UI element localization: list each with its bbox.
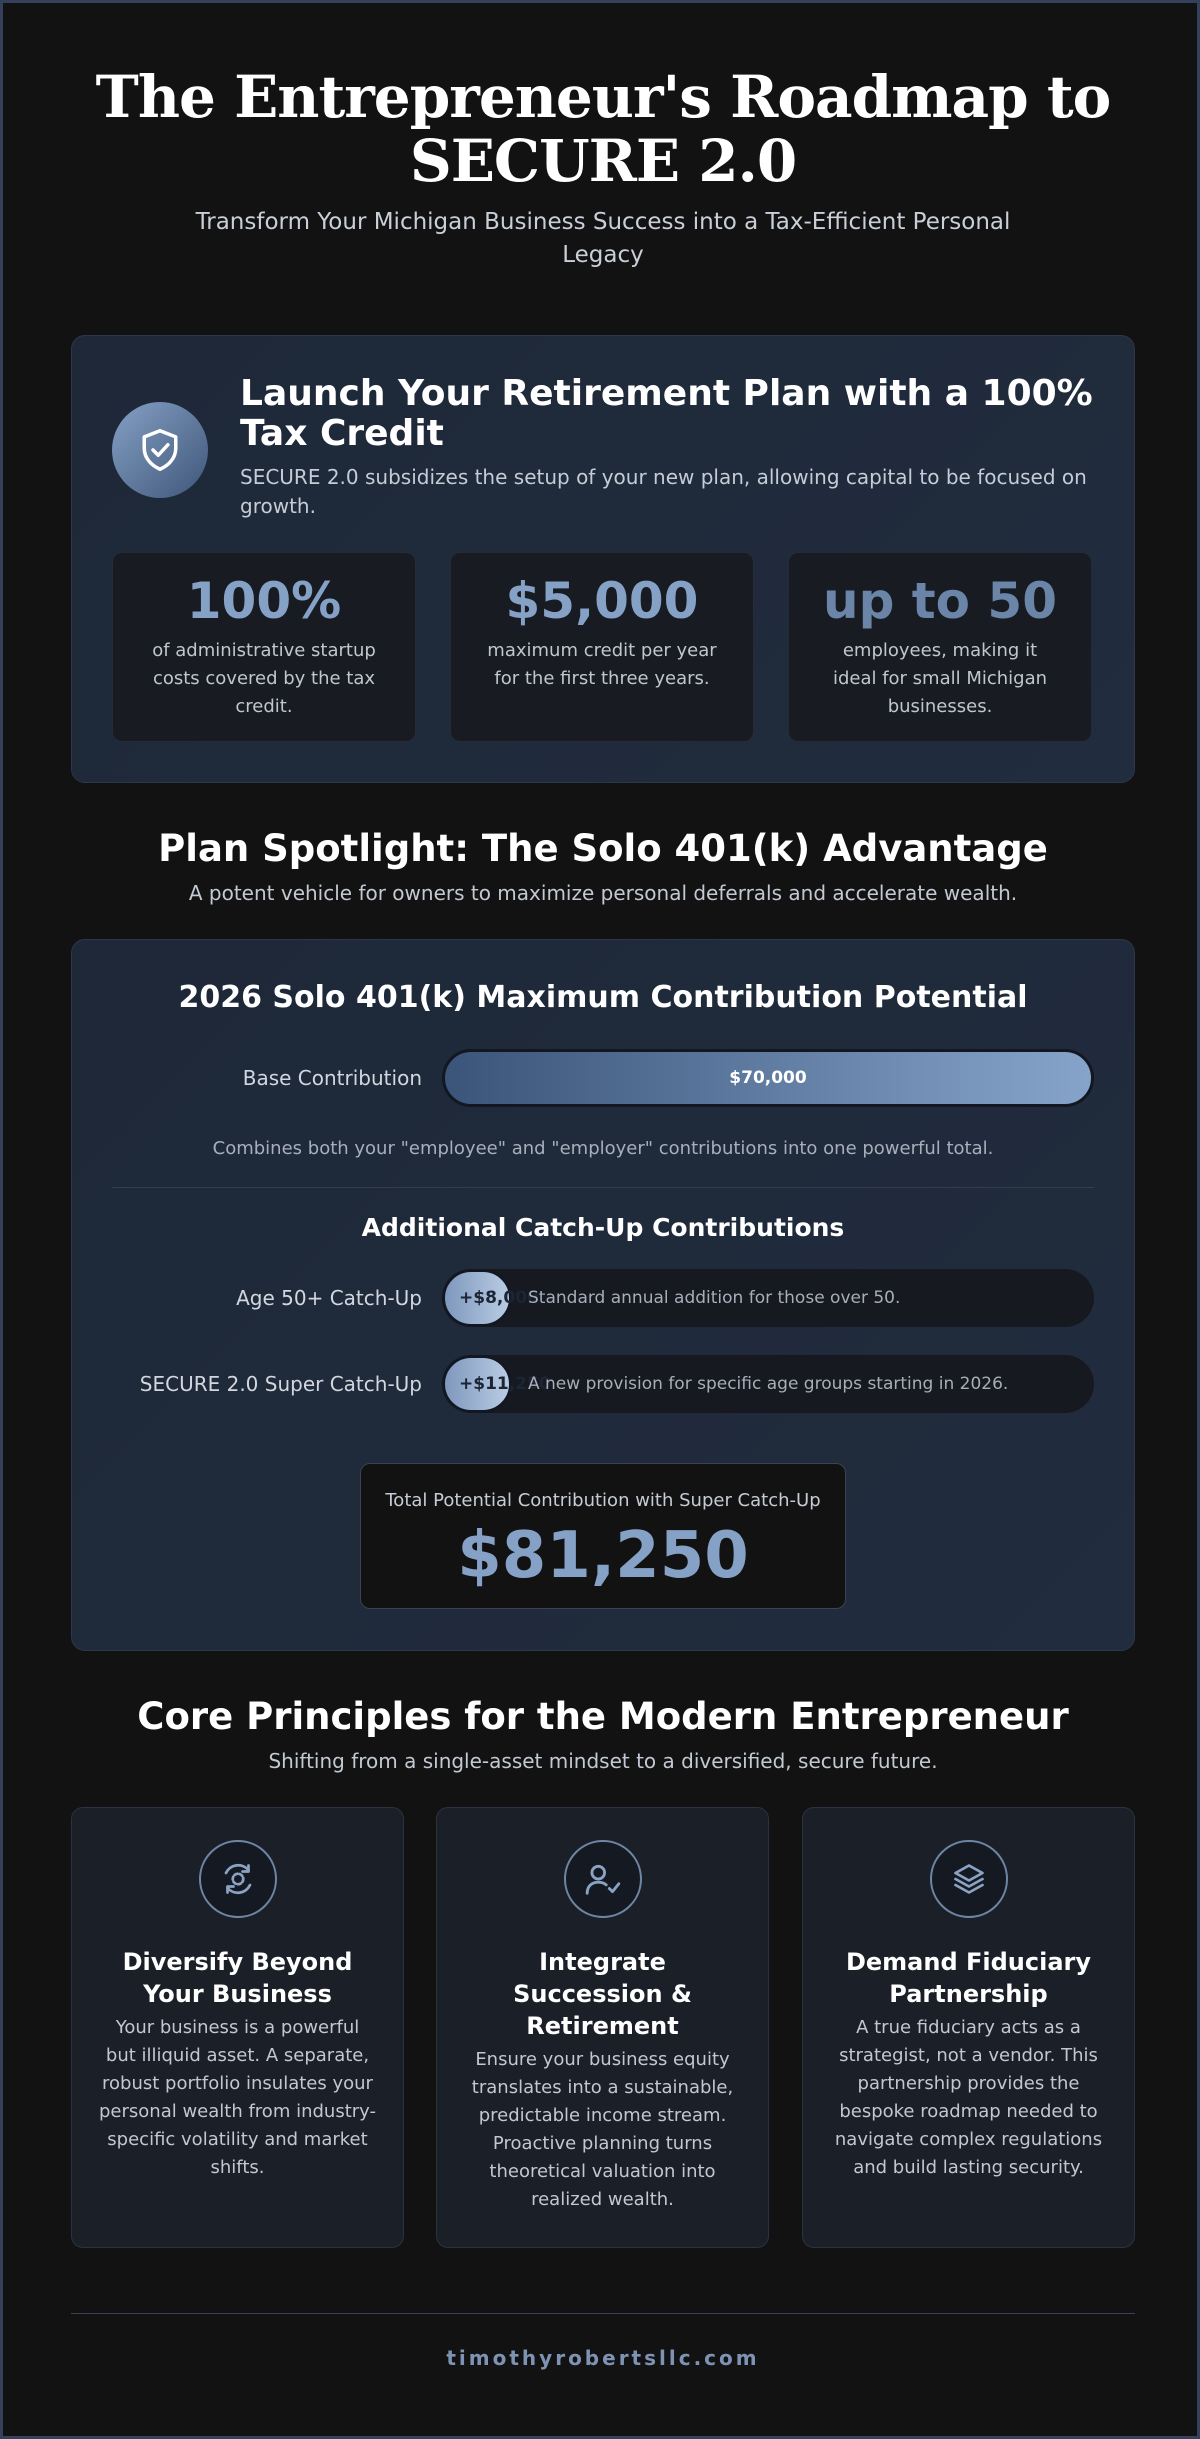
tax-credit-title: Launch Your Retirement Plan with a 100% … xyxy=(240,373,1093,454)
super-catchup-bar-fill: +$11,250 xyxy=(442,1355,551,1413)
user-check-icon xyxy=(563,1840,642,1918)
total-label: Total Potential Contribution with Super … xyxy=(385,1490,821,1511)
catchup-bar-fill: +$8,000 xyxy=(442,1269,539,1327)
stat-card: $5,000 maximum credit per year for the f… xyxy=(450,552,754,742)
principle-text: A true fiduciary acts as a strategist, n… xyxy=(834,2017,1103,2178)
shield-check-icon xyxy=(112,402,208,498)
stat-text: of administrative startup costs covered … xyxy=(152,640,376,717)
footer-website-link[interactable]: timothyrobertsllc.com xyxy=(446,2346,760,2370)
contribution-title: 2026 Solo 401(k) Maximum Contribution Po… xyxy=(178,980,1028,1015)
principle-card: Diversify Beyond Your Business Your busi… xyxy=(71,1807,404,2248)
base-bar-fill xyxy=(442,1049,1094,1107)
tax-credit-card: Launch Your Retirement Plan with a 100% … xyxy=(71,335,1135,783)
principle-card: Integrate Succession & Retirement Ensure… xyxy=(436,1807,769,2248)
catchup-bar-track: +$8,000 Standard annual addition for tho… xyxy=(442,1269,1094,1327)
tax-credit-description: SECURE 2.0 subsidizes the setup of your … xyxy=(240,465,1087,518)
super-catchup-bar-note: A new provision for specific age groups … xyxy=(528,1374,1009,1394)
total-value: $81,250 xyxy=(457,1519,749,1593)
principle-text: Ensure your business equity translates i… xyxy=(471,2049,734,2210)
catchup-title: Additional Catch-Up Contributions xyxy=(361,1213,845,1242)
super-catchup-bar-track: +$11,250 A new provision for specific ag… xyxy=(442,1355,1094,1413)
stat-value: 100% xyxy=(186,572,342,630)
spotlight-title: Plan Spotlight: The Solo 401(k) Advantag… xyxy=(158,827,1048,870)
contribution-card: 2026 Solo 401(k) Maximum Contribution Po… xyxy=(71,939,1135,1651)
stat-value: $5,000 xyxy=(505,572,699,630)
stat-text: maximum credit per year for the first th… xyxy=(487,640,717,689)
principles-title: Core Principles for the Modern Entrepren… xyxy=(137,1695,1069,1738)
catchup-bar-note: Standard annual addition for those over … xyxy=(528,1288,901,1308)
stat-card: 100% of administrative startup costs cov… xyxy=(112,552,416,742)
base-contribution-note: Combines both your "employee" and "emplo… xyxy=(212,1138,994,1159)
stat-text: employees, making it ideal for small Mic… xyxy=(832,640,1048,717)
principle-text: Your business is a powerful but illiquid… xyxy=(99,2017,376,2178)
page-title: The Entrepreneur's Roadmap to SECURE 2.0 xyxy=(95,63,1112,195)
page-subtitle: Transform Your Michigan Business Success… xyxy=(195,209,1011,268)
principle-title: Integrate Succession & Retirement xyxy=(513,1948,692,2040)
base-bar-track: $70,000 xyxy=(442,1049,1094,1107)
super-catchup-bar-label: SECURE 2.0 Super Catch-Up xyxy=(139,1372,422,1396)
catchup-bar-label: Age 50+ Catch-Up xyxy=(236,1286,422,1310)
footer-divider xyxy=(71,2313,1135,2314)
catchup-bar-value: +$8,000 xyxy=(459,1288,539,1308)
base-bar-label: Base Contribution xyxy=(242,1066,422,1090)
layers-icon xyxy=(929,1840,1008,1918)
spotlight-subtitle: A potent vehicle for owners to maximize … xyxy=(188,881,1018,905)
principle-title: Diversify Beyond Your Business xyxy=(122,1948,353,2008)
total-contribution-box: Total Potential Contribution with Super … xyxy=(360,1463,846,1609)
stat-card: up to 50 employees, making it ideal for … xyxy=(788,552,1092,742)
base-bar-value: $70,000 xyxy=(729,1068,807,1088)
divider xyxy=(112,1187,1094,1188)
principle-title: Demand Fiduciary Partnership xyxy=(845,1948,1092,2008)
super-catchup-bar-value: +$11,250 xyxy=(459,1374,551,1394)
principles-subtitle: Shifting from a single-asset mindset to … xyxy=(268,1749,938,1773)
diversify-icon xyxy=(198,1840,277,1918)
stat-value: up to 50 xyxy=(822,572,1058,630)
principle-card: Demand Fiduciary Partnership A true fidu… xyxy=(802,1807,1135,2248)
